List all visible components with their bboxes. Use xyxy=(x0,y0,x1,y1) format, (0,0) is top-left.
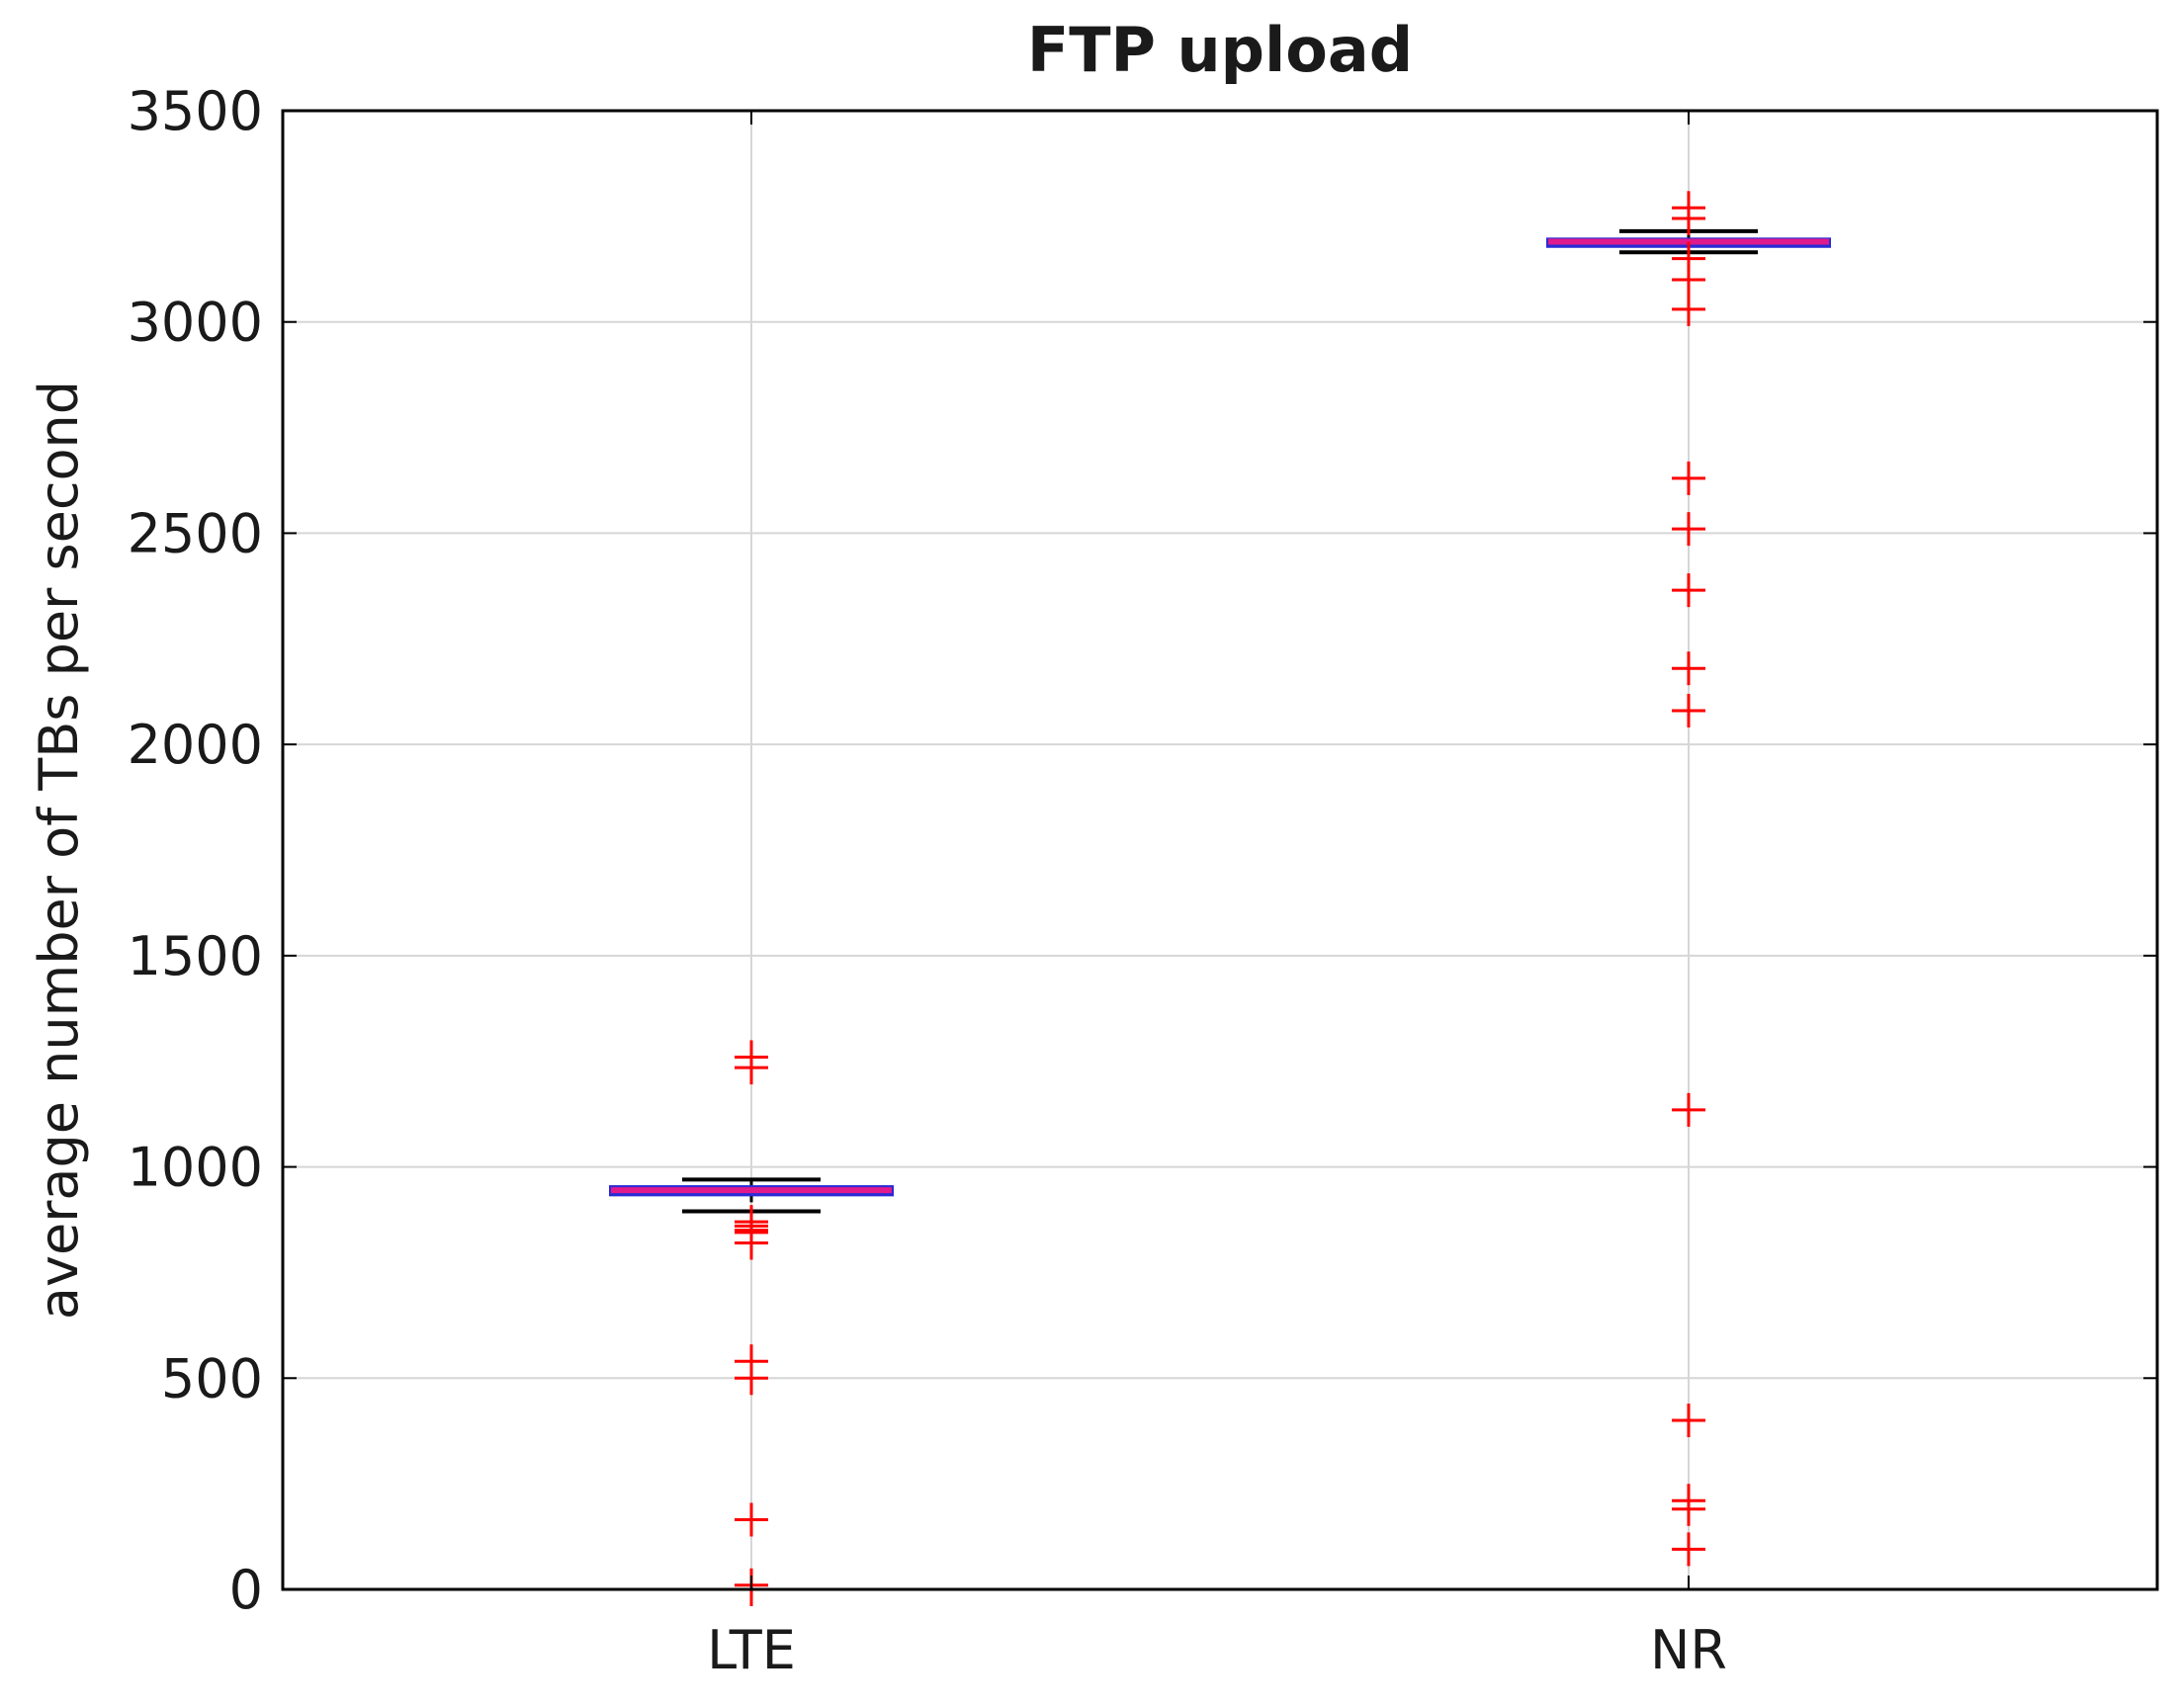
y-tick-label: 1500 xyxy=(128,925,263,987)
y-tick-label: 2500 xyxy=(128,502,263,564)
box-layer xyxy=(609,228,1831,1214)
outlier-point xyxy=(1672,1404,1705,1438)
y-tick-label: 1000 xyxy=(128,1137,263,1199)
tick-layer: 0 500 1000 1500 2000 2500 3000 3500 LTE NR xyxy=(128,80,2157,1681)
outlier-point xyxy=(1672,573,1705,608)
outlier-point xyxy=(735,1502,768,1537)
y-tick-label: 3500 xyxy=(128,80,263,142)
outlier-point xyxy=(735,1226,768,1260)
x-tick-label: LTE xyxy=(707,1619,796,1681)
y-tick-label: 0 xyxy=(229,1559,263,1621)
outlier-point xyxy=(1672,1092,1705,1127)
outlier-point xyxy=(1672,651,1705,686)
outlier-point xyxy=(1672,1492,1705,1526)
x-tick-label: NR xyxy=(1650,1619,1727,1681)
grid-layer xyxy=(283,111,2157,1589)
y-axis-label: average number of TBs per second xyxy=(28,381,90,1320)
outlier-point xyxy=(1672,693,1705,727)
outlier-point xyxy=(1672,461,1705,495)
y-tick-label: 2000 xyxy=(128,714,263,776)
outlier-point xyxy=(735,1051,768,1085)
outlier-point xyxy=(1672,1532,1705,1567)
plot-frame xyxy=(281,109,2159,1591)
outlier-point xyxy=(1672,512,1705,547)
outlier-point xyxy=(1672,292,1705,326)
outlier-point xyxy=(1672,262,1705,297)
y-tick-label: 500 xyxy=(161,1347,263,1409)
y-tick-label: 3000 xyxy=(128,292,263,354)
outlier-point xyxy=(735,1361,768,1396)
outlier-point xyxy=(1672,201,1705,235)
chart-title: FTP upload xyxy=(1027,14,1413,86)
outlier-layer xyxy=(735,191,1705,1606)
